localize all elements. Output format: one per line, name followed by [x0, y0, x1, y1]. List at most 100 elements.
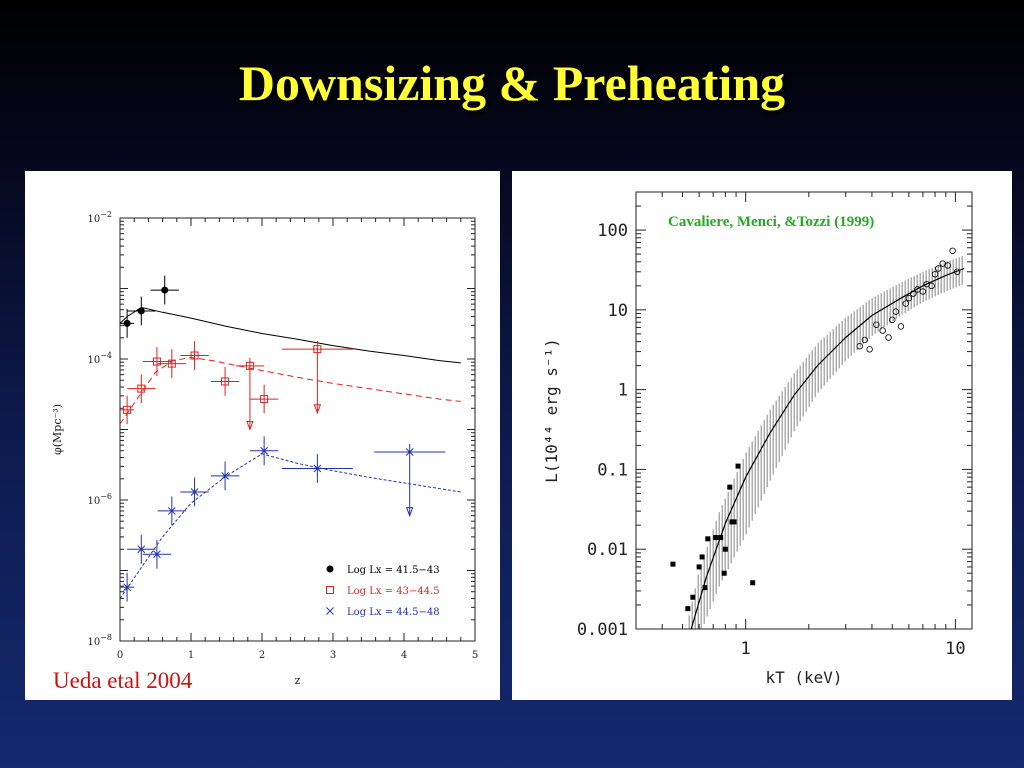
series-2-data-point: [120, 572, 135, 602]
series-2-data-point: [281, 454, 353, 483]
series-1-data-point: [120, 395, 135, 425]
series-0-model-curve: [119, 306, 461, 364]
cross-marker-stroke: [326, 607, 334, 615]
open-circle-marker: [910, 290, 917, 297]
filled-square-marker: [718, 535, 724, 541]
open-square-marker: [260, 395, 269, 404]
y-tick-label: 1: [618, 381, 628, 401]
y-tick-label: 0.1: [597, 460, 628, 480]
x-tick-label: 5: [472, 650, 478, 661]
series-2-data-point: [157, 496, 187, 526]
filled-circle-marker: [161, 286, 169, 294]
x-axis-label: z: [295, 674, 301, 687]
cross-marker-stroke: [405, 448, 414, 456]
open-square-marker: [167, 359, 176, 368]
y-tick-base: 10: [87, 214, 100, 225]
series-1-data-point: [210, 367, 240, 396]
series-2-data-point: [127, 534, 156, 564]
plot-frame: [119, 217, 476, 642]
open-circle-marker: [914, 286, 921, 293]
open-circle-marker: [892, 308, 900, 315]
legend-label: Log Lx = 41.5−43: [347, 565, 440, 576]
y-tick-base: 10: [87, 637, 100, 648]
filled-square-marker: [731, 519, 737, 525]
series-2-data-point: [249, 436, 279, 466]
y-tick-label: 10−4: [87, 351, 112, 366]
filled-circle-marker: [137, 307, 145, 315]
slide-title: Downsizing & Preheating: [238, 55, 786, 111]
series-1-data-point: [127, 374, 156, 404]
open-circle-marker: [944, 262, 951, 269]
filled-square-marker: [713, 535, 719, 541]
filled-square-marker: [696, 564, 702, 570]
open-circle-marker: [866, 346, 873, 353]
open-square-marker: [137, 384, 146, 393]
series-2-data-point: [142, 539, 172, 569]
y-tick-label: 10−6: [87, 492, 112, 507]
open-square-marker: [326, 586, 334, 594]
model-uncertainty-band: [688, 256, 963, 629]
filled-square-marker: [727, 484, 733, 490]
open-circle-marker: [897, 323, 905, 330]
series-1-data-point: [157, 349, 187, 379]
filled-square-marker: [699, 554, 705, 560]
legend-entry-1: Log Lx = 43−44.5: [326, 586, 440, 597]
series-1-data-point: [142, 347, 172, 376]
upper-limit-arrow-head: [313, 404, 322, 415]
upper-limit-arrow-head: [405, 507, 414, 518]
open-circle-marker: [856, 343, 863, 350]
model-center-curve: [690, 267, 965, 630]
open-circle-marker: [885, 334, 892, 341]
cross-marker-stroke: [137, 545, 146, 554]
open-circle-marker: [879, 327, 886, 334]
legend-entry-0: Log Lx = 41.5−43: [326, 565, 440, 576]
luminosity-function-chart: 0 1 2 3 4 510−210−410−610−8zφ(Mpc⁻³)Log Lx = …: [51, 210, 478, 687]
y-axis-label: L(10⁴⁴ erg s⁻¹): [542, 338, 561, 483]
cross-marker-stroke: [167, 507, 176, 515]
left-chart-panel: 0 1 2 3 4 5 10−2 10−4 10−6 10−8 z φ(Mpc⁻³) Log Lx = …: [25, 171, 500, 700]
open-square-marker: [190, 351, 199, 360]
x-tick-label: 10: [945, 639, 965, 659]
x-tick-label: 1: [741, 639, 751, 659]
filled-square-marker: [722, 546, 728, 552]
right-chart-credit: Cavaliere, Menci, &Tozzi (1999): [668, 214, 875, 230]
y-axis-label: φ(Mpc⁻³): [51, 404, 64, 455]
open-circle-marker: [861, 336, 869, 344]
series-0-data-point: [120, 308, 135, 338]
x-tick-label: 3: [330, 650, 336, 661]
series-0-data-point: [127, 296, 156, 326]
cross-marker-stroke: [260, 446, 268, 455]
upper-limit-arrow-head: [246, 421, 254, 431]
cross-marker-stroke: [221, 472, 229, 480]
series-0-data-point: [150, 275, 179, 305]
open-circle-marker: [949, 247, 956, 254]
filled-square-marker: [750, 580, 756, 586]
open-square-marker: [245, 361, 254, 370]
series-2-data-point: [374, 443, 446, 518]
filled-square-marker: [670, 561, 676, 567]
filled-square-marker: [721, 570, 727, 576]
legend-label: Log Lx = 44.5−48: [347, 607, 440, 618]
y-tick-exponent: −4: [100, 351, 112, 360]
series-2-data-point: [180, 477, 209, 507]
open-circle-marker: [953, 268, 961, 275]
filled-square-marker: [705, 536, 711, 542]
cross-marker-stroke: [123, 583, 131, 592]
y-tick-label: 10: [608, 301, 628, 321]
y-tick-exponent: −6: [100, 492, 112, 501]
filled-square-marker: [690, 594, 696, 600]
series-1-model-curve: [119, 356, 461, 425]
filled-square-marker: [735, 463, 741, 469]
open-circle-marker: [902, 300, 909, 307]
y-tick-label: 10−2: [87, 210, 112, 225]
y-tick-exponent: −8: [100, 633, 112, 642]
filled-circle-marker: [326, 565, 334, 573]
left-chart-credit: Ueda etal 2004: [53, 668, 193, 693]
open-circle-marker: [928, 282, 935, 290]
series-1-data-point: [180, 341, 209, 370]
y-tick-label: 0.01: [587, 540, 628, 560]
y-tick-base: 10: [87, 496, 100, 507]
open-square-marker: [123, 405, 132, 414]
x-tick-label: 0: [117, 650, 123, 661]
x-tick-label: 2: [259, 650, 265, 661]
